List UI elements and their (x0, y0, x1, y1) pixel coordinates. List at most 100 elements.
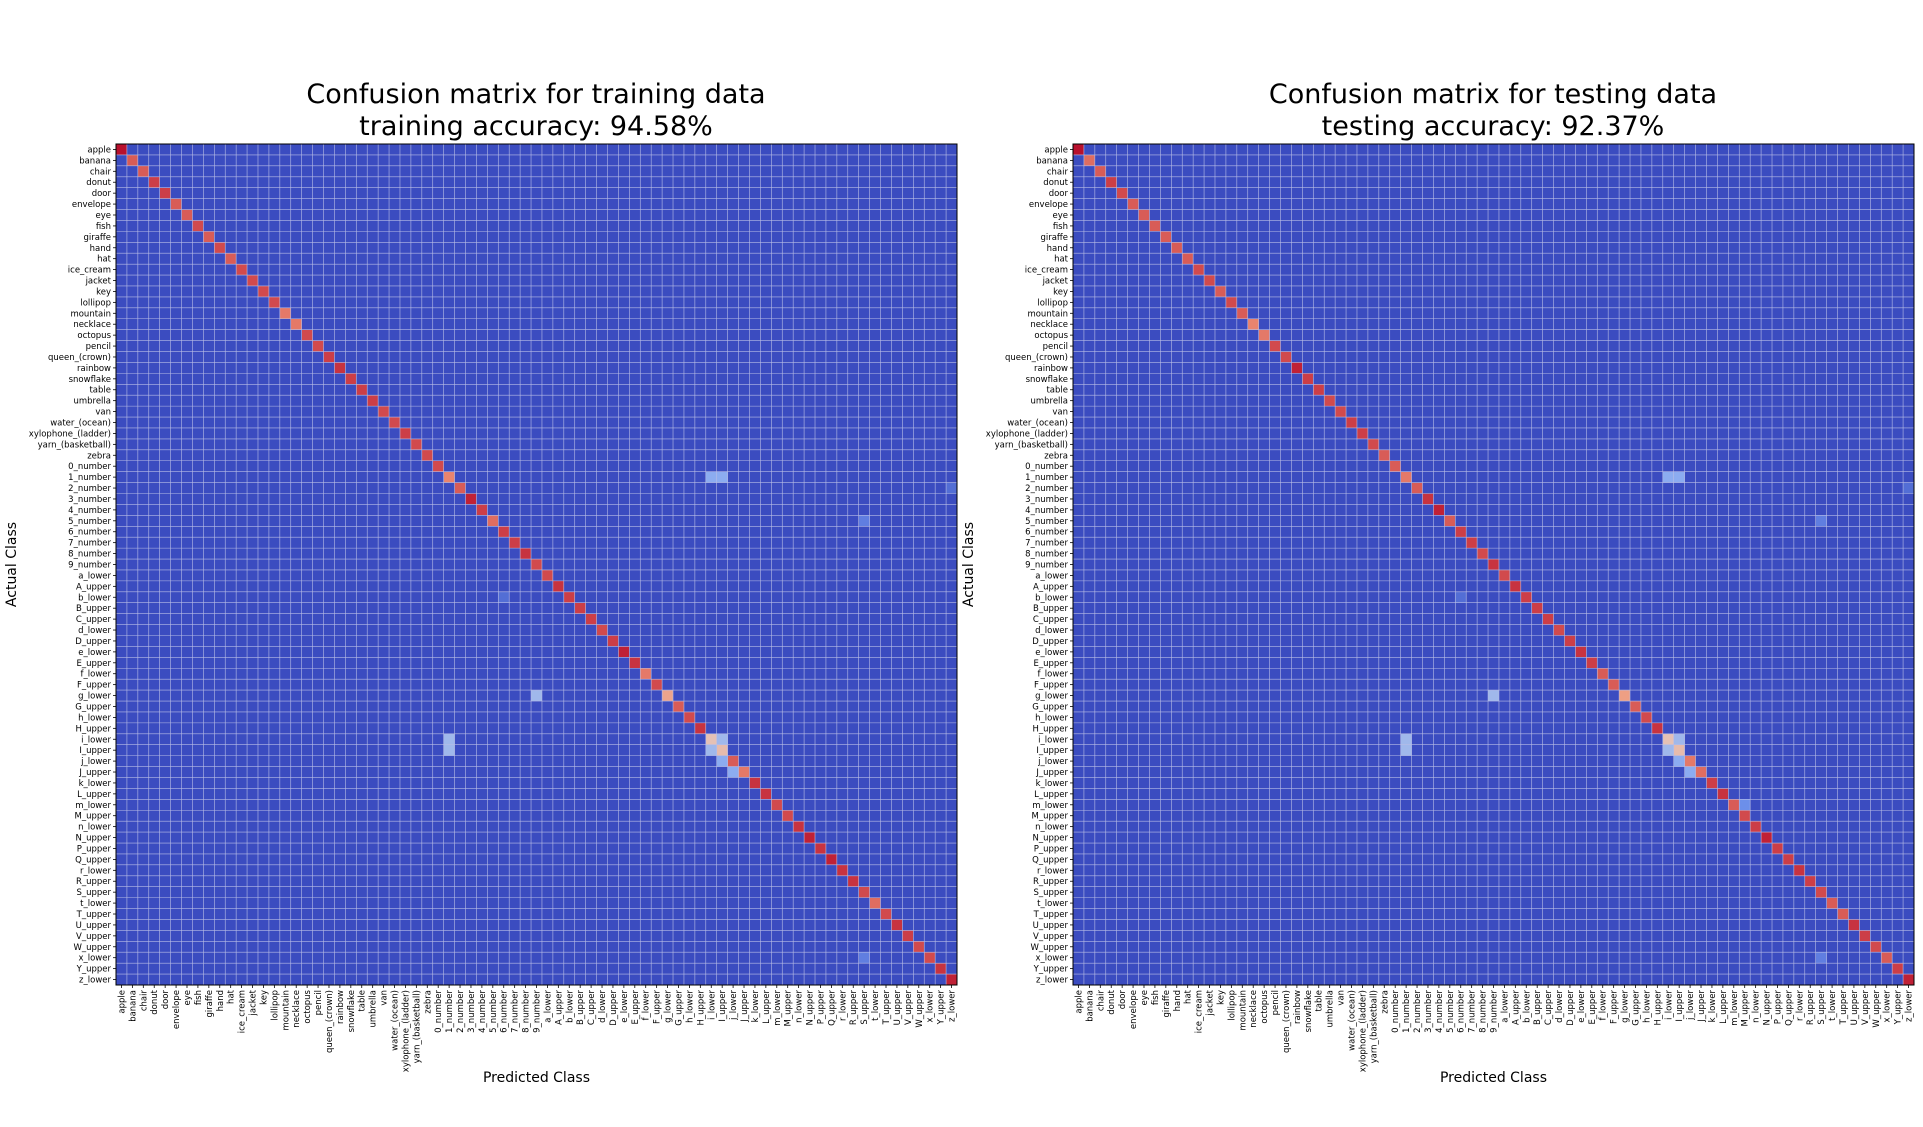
y-tick-label: 0_number (1025, 462, 1068, 472)
x-tick-label: banana (128, 990, 138, 1022)
y-tick-label: N_upper (75, 834, 111, 844)
x-tick-label: d_lower (598, 990, 608, 1023)
y-tick-label: rainbow (1034, 364, 1068, 374)
y-tick-label: ice_cream (1025, 266, 1068, 276)
x-tick-label: chair (1096, 990, 1106, 1012)
matrix-cell-diagonal (585, 613, 597, 625)
matrix-cell (705, 744, 717, 756)
matrix-cell-diagonal (694, 722, 706, 734)
matrix-cell-diagonal (268, 296, 280, 308)
x-tick-label: chair (139, 990, 149, 1012)
y-tick-label: 7_number (1025, 539, 1068, 549)
matrix-cell-diagonal (1236, 307, 1248, 319)
x-tick-label: water_(ocean) (391, 990, 401, 1051)
x-tick-label: 7_number (511, 990, 521, 1033)
x-tick-label: 3_number (1424, 990, 1434, 1033)
x-tick-label: apple (117, 990, 127, 1014)
x-tick-label: giraffe (205, 990, 215, 1018)
y-tick-label: R_upper (76, 877, 112, 887)
y-tick-label: L_upper (77, 790, 111, 800)
x-tick-label: z_lower (1905, 989, 1915, 1021)
y-tick-label: apple (1044, 145, 1068, 155)
matrix-cell (1455, 591, 1467, 603)
matrix-cell-diagonal (1859, 930, 1871, 942)
x-tick-label: yarn_(basketball) (1369, 990, 1379, 1063)
y-tick-label: E_upper (76, 659, 111, 669)
x-tick-label: H_upper (1653, 989, 1663, 1025)
y-tick-label: envelope (1029, 200, 1068, 210)
matrix-cell-diagonal (334, 362, 346, 374)
matrix-cell (1400, 733, 1412, 745)
x-tick-label: rainbow (1293, 990, 1303, 1024)
matrix-cell-diagonal (323, 351, 335, 363)
matrix-cell-diagonal (476, 504, 488, 516)
matrix-cell-diagonal (1193, 264, 1205, 276)
x-tick-label: h_lower (685, 990, 695, 1023)
y-tick-label: d_lower (1035, 626, 1068, 636)
y-tick-label: van (1052, 408, 1068, 418)
matrix-cell-diagonal (1640, 711, 1652, 723)
matrix-cell-diagonal (771, 799, 783, 811)
x-tick-label: i_lower (707, 990, 717, 1020)
matrix-cell-diagonal (673, 701, 684, 712)
matrix-cell-diagonal (640, 668, 652, 680)
matrix-gridlines (1073, 144, 1914, 985)
matrix-cell-diagonal (1160, 231, 1172, 243)
y-tick-label: r_lower (1037, 866, 1068, 876)
matrix-cell-diagonal (651, 679, 663, 691)
x-tick-label: E_upper (631, 990, 641, 1025)
y-tick-label: water_(ocean) (1007, 419, 1068, 429)
matrix-cell-diagonal (399, 427, 411, 439)
y-tick-label: P_upper (1034, 844, 1069, 854)
matrix-cell-diagonal (1324, 395, 1336, 407)
y-tick-label: donut (86, 178, 111, 188)
matrix-cell (1815, 952, 1827, 964)
matrix-cell-diagonal (1520, 591, 1532, 603)
y-tick-label: m_lower (1032, 801, 1068, 811)
matrix-cell-diagonal (1182, 253, 1194, 265)
matrix-cell-diagonal (804, 832, 816, 844)
x-tick-label: i_lower (1664, 990, 1674, 1020)
y-tick-label: pencil (86, 342, 111, 352)
matrix-cell-diagonal (1367, 438, 1379, 450)
y-tick-label: E_upper (1033, 659, 1068, 669)
y-tick-label: P_upper (77, 844, 112, 854)
matrix-cell-diagonal (1498, 569, 1510, 581)
x-tick-label: J_upper (1697, 990, 1707, 1023)
matrix-cell-diagonal (1761, 832, 1773, 844)
matrix-cell-diagonal (1804, 875, 1816, 887)
y-tick-label: rainbow (77, 364, 111, 374)
x-tick-label: umbrella (369, 990, 379, 1028)
matrix-cell-diagonal (148, 176, 160, 188)
x-tick-label: d_lower (1555, 990, 1565, 1023)
y-tick-label: lollipop (1037, 298, 1068, 308)
matrix-cell-diagonal (1433, 504, 1445, 516)
x-tick-label: P_upper (1773, 989, 1783, 1024)
x-tick-label: j_lower (1686, 990, 1696, 1021)
matrix-cell-diagonal (356, 384, 368, 396)
matrix-cell-diagonal (1750, 821, 1762, 833)
x-tick-label: f_lower (1599, 989, 1609, 1020)
y-tick-label: k_lower (79, 779, 112, 789)
y-tick-label: 9_number (68, 561, 111, 571)
matrix-cell-diagonal (192, 220, 204, 232)
x-tick-label: lollipop (1227, 990, 1237, 1021)
confusion-matrix-testing: applebananachairdonutdoorenvelopeeyefish… (961, 79, 1915, 1086)
y-tick-label: b_lower (1035, 593, 1068, 603)
matrix-cell-diagonal (1455, 526, 1467, 538)
y-tick-label: jacket (1042, 277, 1069, 287)
x-tick-label: zebra (1380, 990, 1390, 1014)
chart-title: Confusion matrix for training data (306, 79, 765, 110)
x-tick-label: pencil (1271, 990, 1281, 1015)
x-tick-label: V_upper (904, 989, 914, 1024)
y-tick-label: table (89, 386, 111, 396)
matrix-cell-diagonal (432, 460, 444, 472)
x-tick-label: S_upper (860, 990, 870, 1025)
y-tick-label: envelope (72, 200, 111, 210)
x-tick-label: envelope (172, 990, 182, 1029)
matrix-cell-diagonal (225, 253, 237, 265)
matrix-cell-diagonal (312, 340, 324, 352)
y-tick-label: octopus (77, 331, 111, 341)
matrix-cell-diagonal (1826, 897, 1838, 909)
matrix-cell-diagonal (509, 537, 521, 549)
